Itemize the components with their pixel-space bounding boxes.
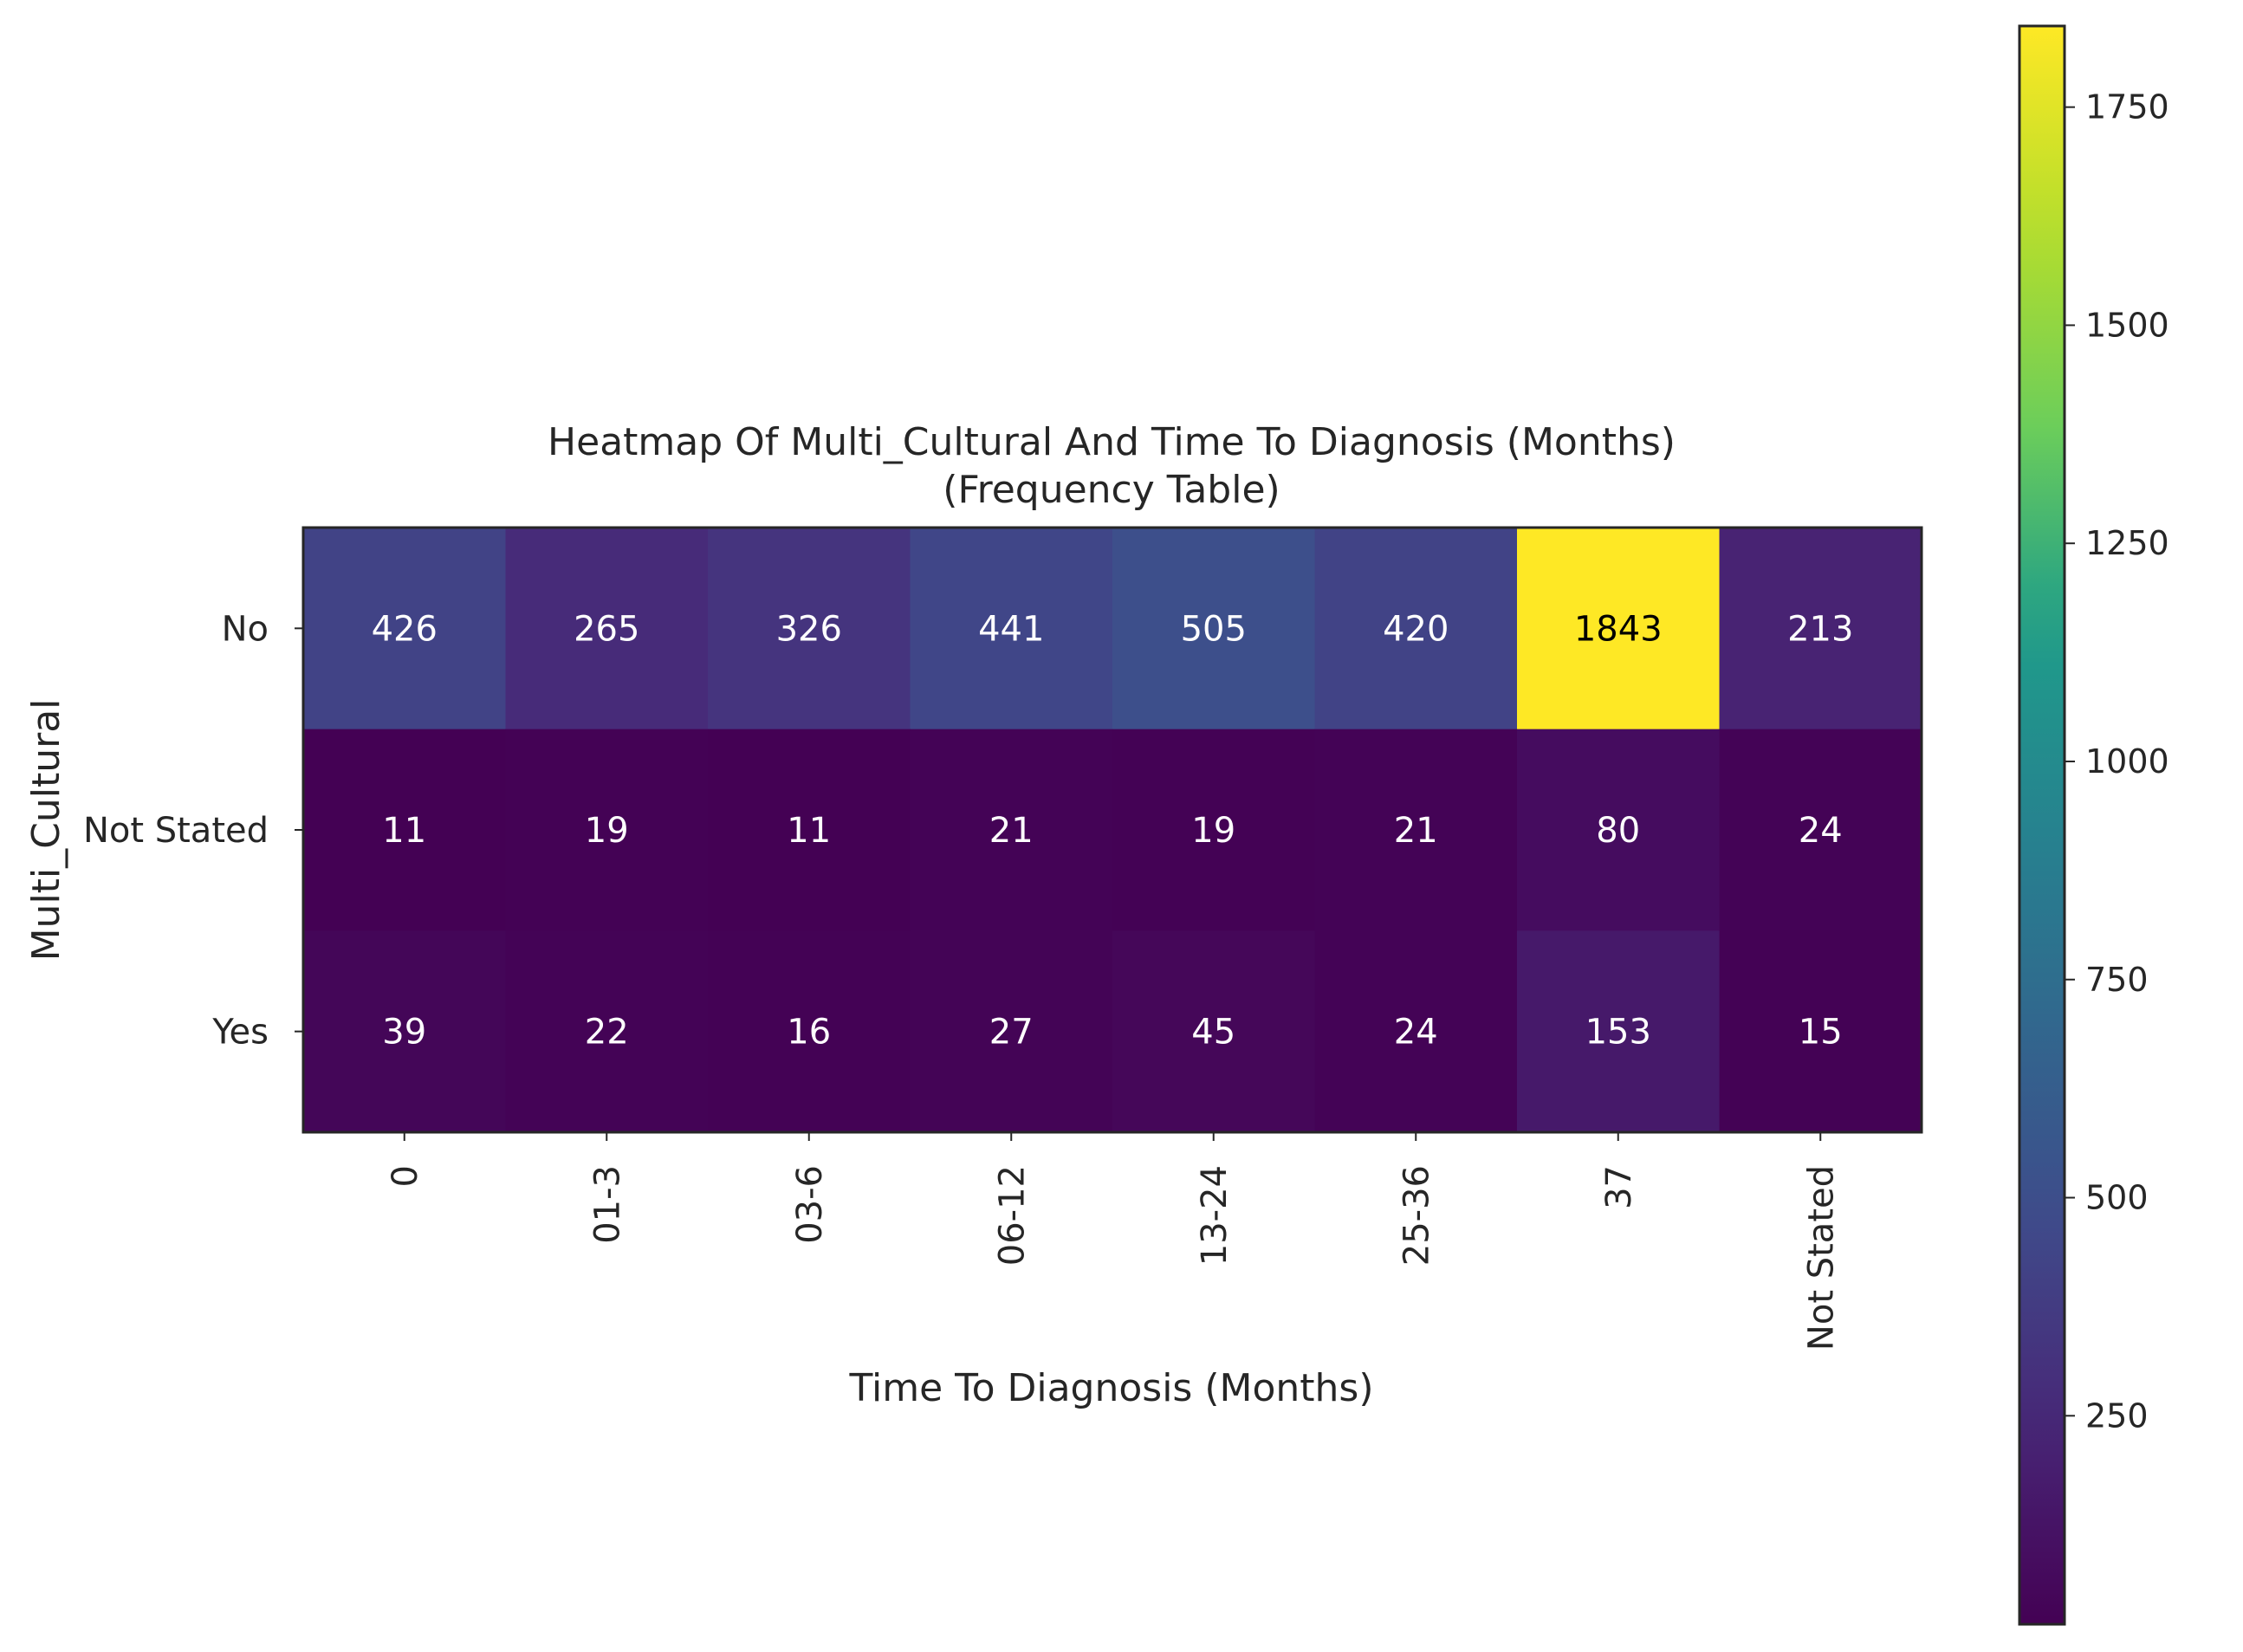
heatmap-cell (1517, 528, 1720, 730)
heatmap-cell (505, 930, 709, 1133)
cell-value-label: 505 (1181, 609, 1247, 649)
x-axis-ticks: 0 01-3 03-6 06-12 13-24 25-36 37 Not Stated (386, 1132, 1841, 1351)
heatmap-cell (910, 729, 1113, 931)
y-tick-label: Yes (211, 1013, 269, 1053)
heatmap-cell (303, 528, 506, 730)
heatmap-cell (708, 528, 911, 730)
cell-value-label: 326 (776, 609, 842, 649)
heatmap-cell (1112, 729, 1315, 931)
cell-value-label: 11 (787, 811, 831, 851)
x-tick-label: 13-24 (1195, 1165, 1235, 1266)
heatmap-cell (1517, 729, 1720, 931)
cell-value-label: 19 (585, 811, 629, 851)
x-axis-label: Time To Diagnosis (Months) (849, 1366, 1374, 1410)
heatmap-cell (1719, 930, 1922, 1133)
x-tick-label: 03-6 (790, 1165, 830, 1244)
cell-value-label: 441 (978, 609, 1044, 649)
cell-value-label: 24 (1799, 811, 1843, 851)
cell-value-label: 1843 (1574, 609, 1663, 649)
colorbar-ticks: 250 500 750 1000 1250 1500 1750 (2065, 88, 2169, 1435)
cell-value-label: 15 (1799, 1013, 1843, 1053)
x-tick-label: 37 (1599, 1165, 1639, 1209)
x-tick-label: 0 (386, 1165, 425, 1187)
heatmap-cell (303, 930, 506, 1133)
y-tick-label: No (222, 609, 269, 649)
colorbar-tick-label: 1250 (2085, 524, 2169, 562)
heatmap-cell (505, 528, 709, 730)
heatmap-cell (910, 528, 1113, 730)
cell-value-label: 45 (1191, 1013, 1235, 1053)
heatmap-cell (708, 930, 911, 1133)
colorbar-tick-label: 1500 (2085, 306, 2169, 344)
cell-value-label: 24 (1394, 1013, 1438, 1053)
heatmap-cell (1314, 729, 1518, 931)
cell-value-label: 22 (585, 1013, 629, 1053)
y-tick-label: Not Stated (83, 811, 269, 851)
colorbar-tick-label: 1750 (2085, 88, 2169, 126)
cell-value-label: 213 (1787, 609, 1853, 649)
colorbar-tick-label: 750 (2085, 961, 2149, 999)
heatmap-cell (303, 729, 506, 931)
cell-value-label: 16 (787, 1013, 831, 1053)
colorbar-tick-label: 500 (2085, 1179, 2149, 1217)
cell-value-label: 39 (382, 1013, 426, 1053)
heatmap-cell-labels: 426 265 326 441 505 420 1843 213 11 19 11 21 19 21 80 2… (372, 609, 1854, 1052)
cell-value-label: 19 (1191, 811, 1235, 851)
y-axis-label: Multi_Cultural (24, 699, 68, 962)
heatmap-cell (1314, 930, 1518, 1133)
heatmap-cell (505, 729, 709, 931)
x-tick-label: 25-36 (1397, 1165, 1436, 1266)
cell-value-label: 21 (989, 811, 1034, 851)
heatmap-cell (708, 729, 911, 931)
cell-value-label: 426 (372, 609, 438, 649)
chart-title: Heatmap Of Multi_Cultural And Time To Di… (548, 420, 1676, 464)
colorbar (2019, 26, 2065, 1624)
colorbar-tick-label: 250 (2085, 1396, 2149, 1435)
x-tick-label: 01-3 (587, 1165, 627, 1244)
heatmap-cells (303, 528, 1922, 1133)
cell-value-label: 21 (1394, 811, 1438, 851)
heatmap-cell (1719, 528, 1922, 730)
cell-value-label: 265 (574, 609, 639, 649)
heatmap-cell (1112, 528, 1315, 730)
y-axis-ticks: No Not Stated Yes (83, 609, 303, 1053)
cell-value-label: 80 (1596, 811, 1640, 851)
cell-value-label: 153 (1585, 1013, 1651, 1053)
colorbar-tick-label: 1000 (2085, 742, 2169, 781)
cell-value-label: 420 (1383, 609, 1449, 649)
chart-subtitle: (Frequency Table) (943, 468, 1280, 512)
heatmap-cell (1517, 930, 1720, 1133)
heatmap-cell (1112, 930, 1315, 1133)
heatmap-cell (1314, 528, 1518, 730)
cell-value-label: 27 (989, 1013, 1034, 1053)
cell-value-label: 11 (382, 811, 426, 851)
x-tick-label: 06-12 (992, 1165, 1032, 1266)
colorbar-frame (2018, 24, 2066, 1626)
heatmap-cell (1719, 729, 1922, 931)
x-tick-label: Not Stated (1801, 1165, 1841, 1351)
heatmap-cell (910, 930, 1113, 1133)
